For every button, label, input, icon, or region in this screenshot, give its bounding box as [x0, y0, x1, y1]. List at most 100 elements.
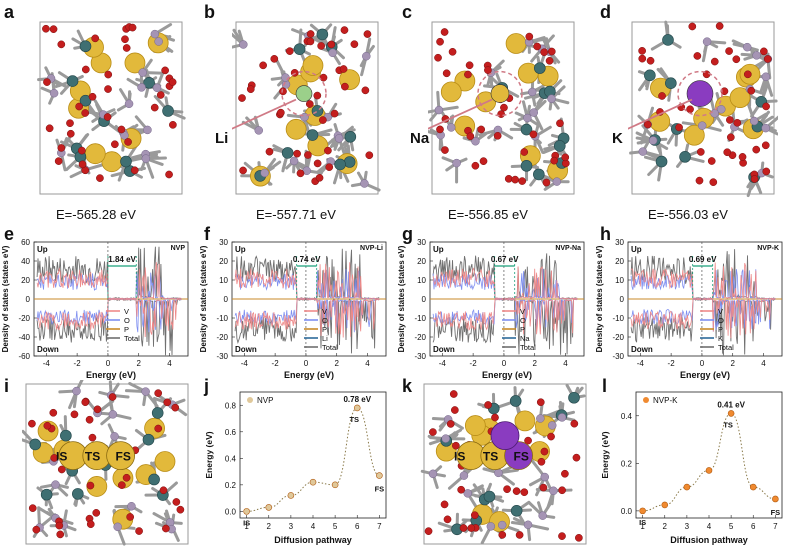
- na-atom: [464, 415, 486, 436]
- o-atom: [118, 481, 126, 489]
- energy-point: [331, 481, 339, 489]
- migration-step-atom: [106, 441, 135, 470]
- y-tick-label: -40: [18, 333, 30, 342]
- o-atom: [695, 176, 704, 185]
- o-atom: [440, 500, 449, 509]
- o-atom: [763, 55, 772, 63]
- panel-label-k: k: [402, 376, 413, 396]
- panel-label-j: j: [204, 376, 210, 396]
- diffusion-structure-k: IS TS FS: [420, 383, 587, 545]
- o-atom: [467, 524, 476, 532]
- o-atom: [124, 138, 132, 146]
- energy-caption-b: E=-557.71 eV: [256, 207, 336, 222]
- o-atom: [85, 415, 94, 424]
- energy-point: [309, 478, 317, 486]
- o-atom: [715, 22, 724, 30]
- legend-label: Total: [718, 343, 734, 352]
- o-atom: [696, 148, 705, 156]
- y-tick-label: 40: [21, 257, 30, 266]
- x-tick-label: 1: [244, 522, 249, 531]
- o-atom: [561, 153, 570, 162]
- o-atom: [558, 532, 566, 540]
- o-atom: [28, 419, 36, 428]
- o-atom: [57, 144, 66, 152]
- x-tick-label: -4: [241, 359, 249, 368]
- p-atom: [547, 94, 556, 103]
- p-atom: [51, 480, 60, 489]
- p-atom: [549, 486, 558, 496]
- o-atom: [484, 401, 492, 409]
- o-atom: [448, 47, 457, 56]
- x-tick-label: 4: [563, 359, 568, 368]
- v-atom: [568, 391, 580, 404]
- o-atom: [296, 169, 305, 178]
- o-atom: [75, 102, 83, 111]
- x-tick-label: 2: [663, 522, 668, 531]
- v-pdos-spin-down: [234, 298, 380, 338]
- o-atom: [43, 421, 52, 430]
- na-atom: [302, 55, 324, 76]
- barrier-value: 0.78 eV: [343, 395, 371, 404]
- p-atom: [334, 134, 344, 143]
- p-atom: [523, 113, 532, 123]
- chart-frame: [239, 391, 387, 519]
- legend-label: O: [124, 316, 130, 325]
- o-atom: [449, 390, 458, 398]
- o-atom: [361, 86, 370, 95]
- energy-point: [265, 504, 273, 511]
- unit-cell-box: [235, 21, 379, 195]
- p-atom: [648, 136, 658, 145]
- o-atom: [66, 129, 75, 138]
- o-atom: [762, 102, 770, 111]
- p-atom: [717, 105, 726, 114]
- unit-cell-box: [39, 21, 183, 195]
- p-atom: [108, 410, 118, 419]
- p-atom: [138, 68, 147, 77]
- o-atom: [515, 531, 524, 539]
- legend-label: Total: [322, 343, 338, 352]
- o-atom: [547, 47, 556, 56]
- panel-label-b: b: [204, 2, 215, 22]
- o-atom: [168, 78, 177, 86]
- spin-up-label: Up: [235, 245, 246, 254]
- dopant-atom: [295, 85, 313, 102]
- v-atom: [79, 94, 92, 107]
- o-atom: [154, 389, 163, 398]
- panel-label-a: a: [4, 2, 15, 22]
- o-atom: [54, 157, 63, 165]
- o-atom: [92, 509, 101, 517]
- p-atom: [547, 421, 557, 430]
- o-atom: [259, 61, 267, 70]
- o-atom: [319, 116, 327, 124]
- v-atom: [148, 473, 160, 486]
- o-atom: [363, 30, 372, 38]
- y-axis-label: Density of states (states eV): [595, 245, 604, 352]
- spin-down-label: Down: [37, 345, 59, 354]
- spin-up-label: Up: [37, 245, 48, 254]
- p-atom: [557, 413, 567, 422]
- x-tick-label: -2: [74, 359, 82, 368]
- p-atom: [471, 137, 480, 146]
- y-tick-label: 10: [417, 276, 426, 285]
- p-atom: [113, 522, 122, 532]
- o-atom: [688, 22, 697, 31]
- x-tick-label: 1: [640, 522, 645, 531]
- o-atom: [723, 148, 732, 157]
- o-atom: [49, 408, 58, 417]
- o-atom: [760, 47, 768, 56]
- x-tick-label: 6: [751, 522, 756, 531]
- x-tick-label: -2: [668, 359, 676, 368]
- v-atom: [79, 40, 92, 53]
- x-tick-label: 0: [700, 359, 705, 368]
- p-atom: [441, 434, 450, 443]
- y-axis-label: Density of states (states eV): [199, 245, 208, 352]
- o-atom: [315, 173, 324, 182]
- na-atom: [84, 143, 106, 165]
- x-tick-label: 0: [502, 359, 507, 368]
- o-atom: [130, 166, 139, 175]
- x-tick-label: 4: [365, 359, 370, 368]
- p-atom: [434, 105, 444, 115]
- unit-cell-box: [431, 21, 575, 195]
- o-atom: [325, 163, 334, 172]
- o-atom: [572, 453, 581, 462]
